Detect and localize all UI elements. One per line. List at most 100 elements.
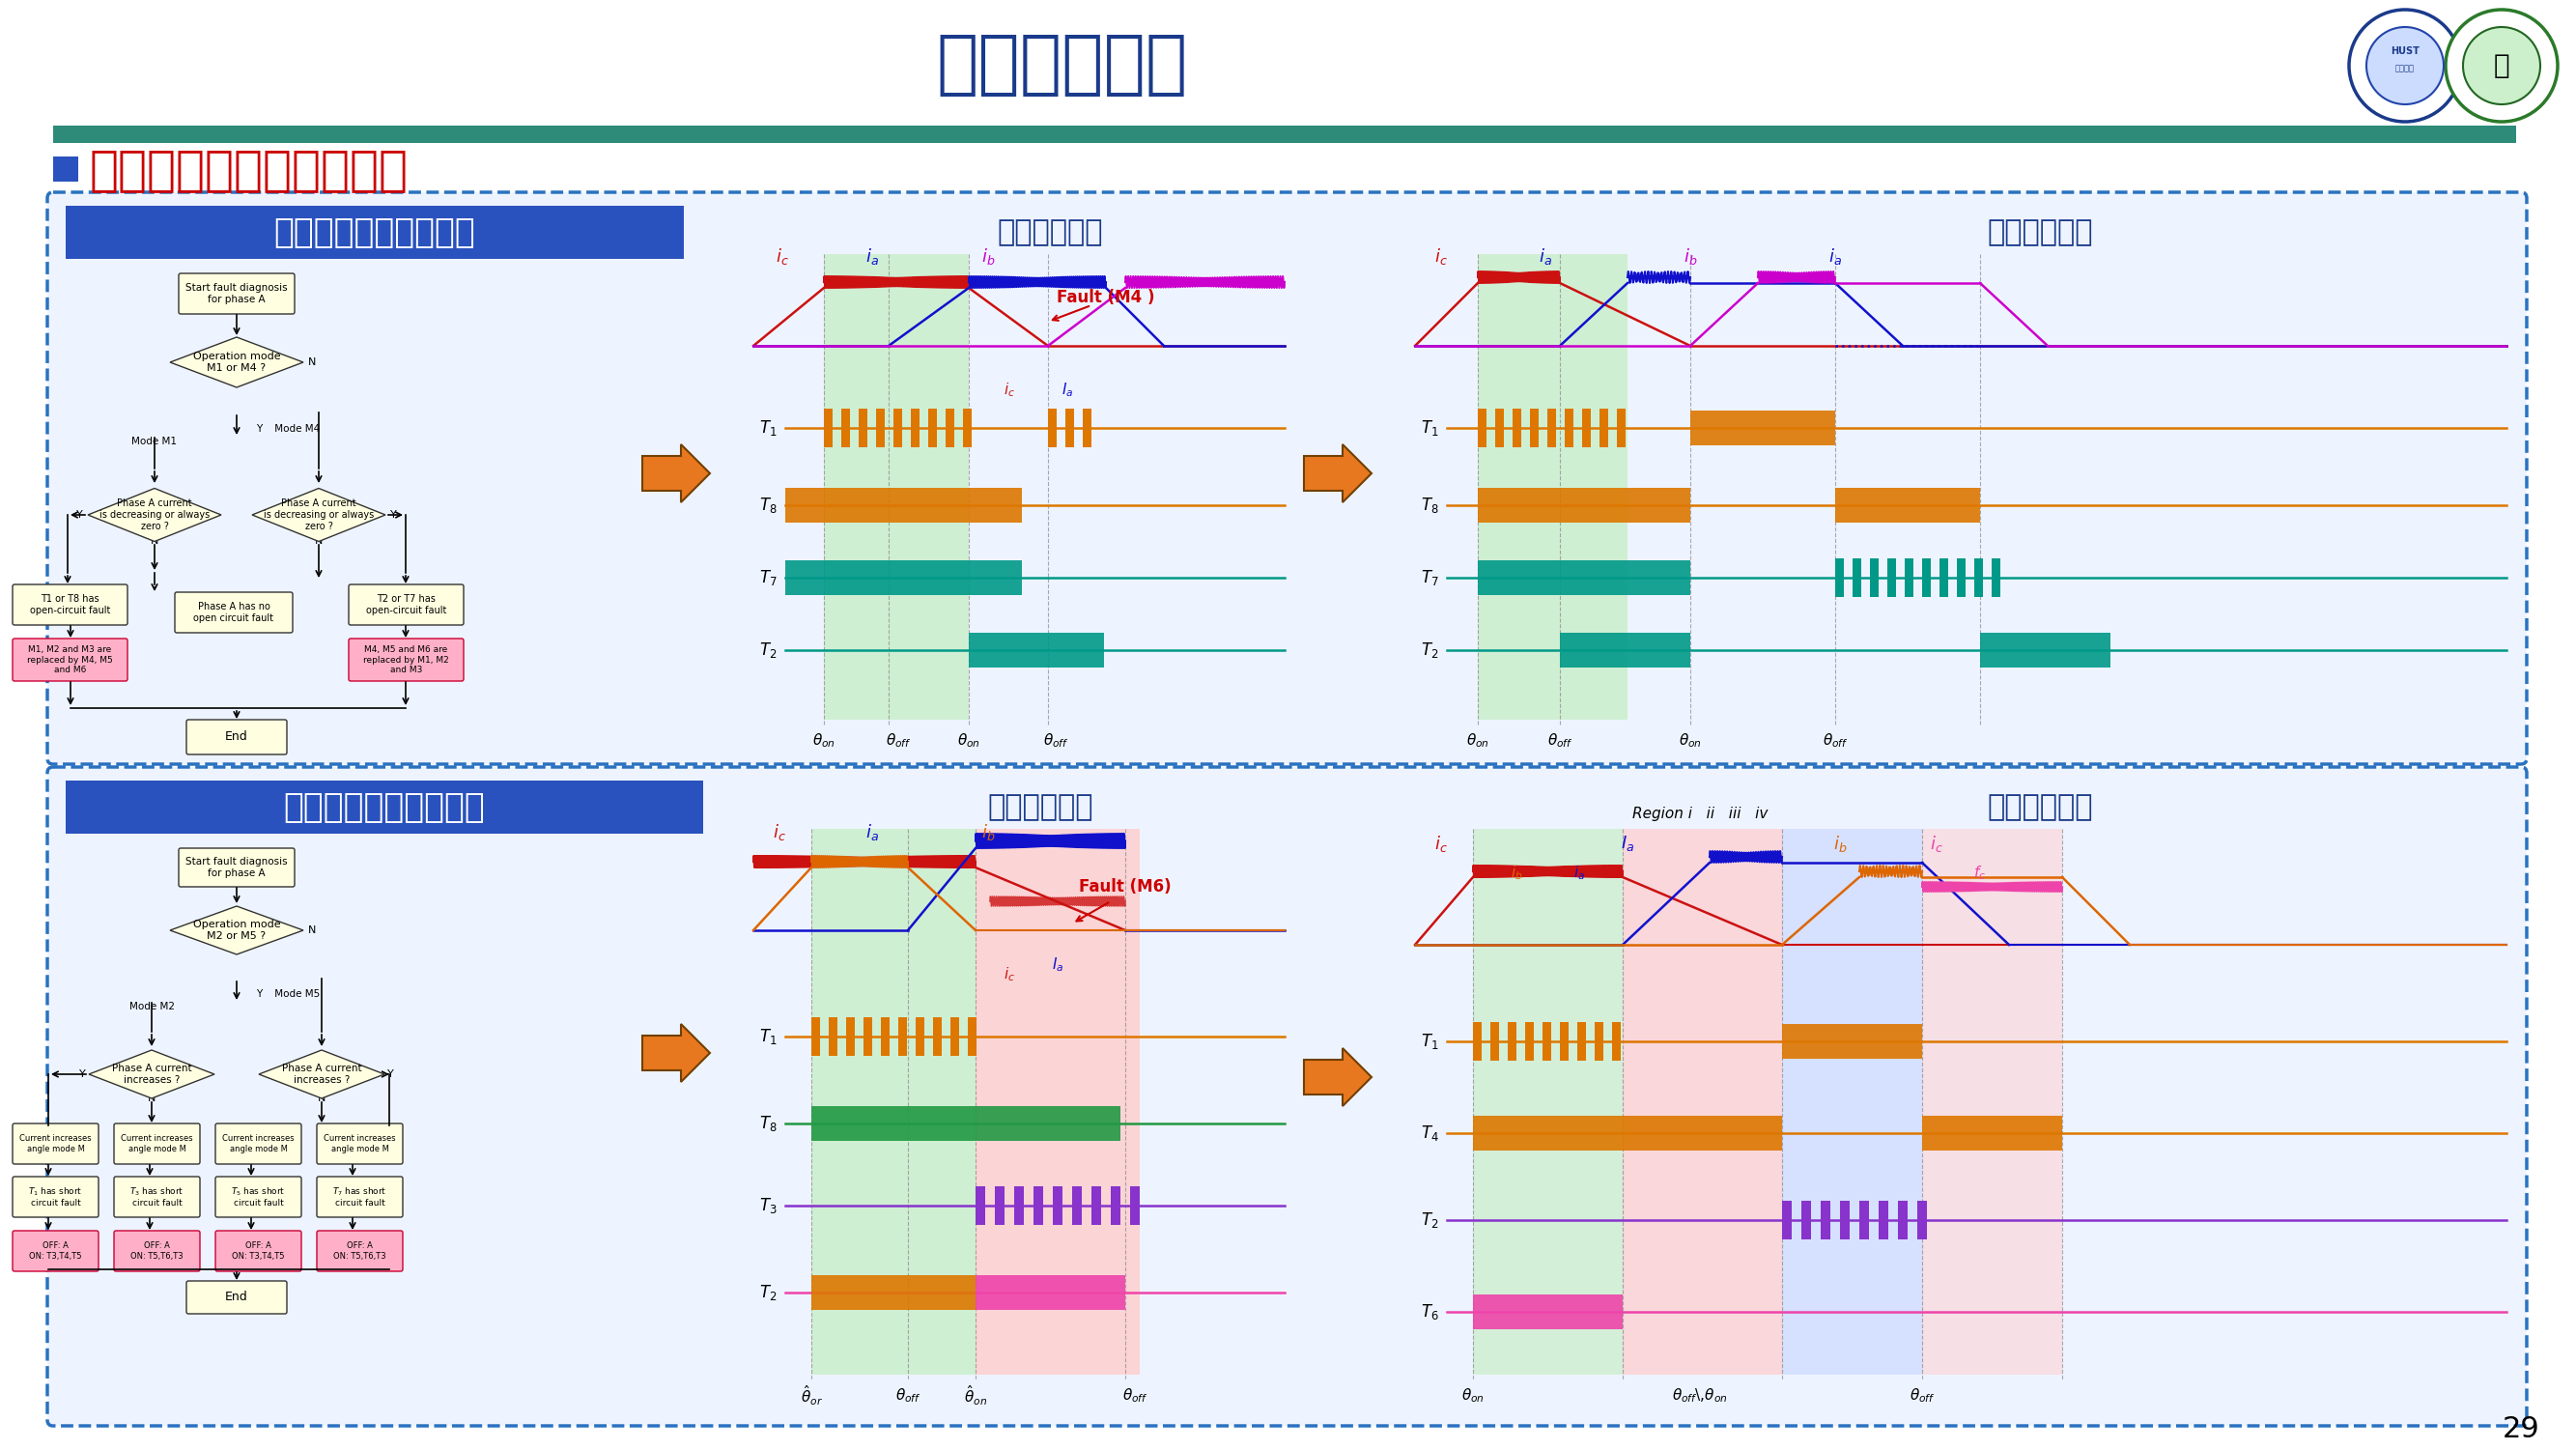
Text: 开路故障容错: 开路故障容错 [1989, 219, 2094, 247]
Text: $i_a$: $i_a$ [1538, 247, 1553, 267]
Bar [1092, 1186, 1100, 1225]
Bar [1525, 1022, 1533, 1061]
Text: OFF: A
ON: T5,T6,T3: OFF: A ON: T5,T6,T3 [131, 1241, 183, 1260]
FancyArrow shape [1303, 1048, 1370, 1106]
Bar [1582, 409, 1592, 447]
Bar [1473, 1022, 1481, 1061]
FancyBboxPatch shape [216, 1176, 301, 1217]
Text: $i_b$: $i_b$ [981, 247, 994, 267]
FancyBboxPatch shape [113, 1176, 201, 1217]
FancyBboxPatch shape [185, 1280, 286, 1314]
Text: OFF: A
ON: T3,T4,T5: OFF: A ON: T3,T4,T5 [28, 1241, 82, 1260]
Text: $T_6$: $T_6$ [1419, 1302, 1437, 1321]
Polygon shape [252, 489, 386, 541]
FancyArrow shape [641, 1024, 711, 1082]
Text: $T_4$: $T_4$ [1419, 1124, 1437, 1143]
Bar [863, 1018, 873, 1056]
Text: Y    Mode M4: Y Mode M4 [255, 423, 319, 434]
Text: Operation mode
M2 or M5 ?: Operation mode M2 or M5 ? [193, 919, 281, 941]
Bar [1922, 1115, 2063, 1150]
Text: Current increases
angle mode M: Current increases angle mode M [325, 1134, 397, 1153]
Bar [1899, 1201, 1909, 1240]
Bar [894, 409, 902, 447]
Bar [1783, 1024, 1922, 1058]
FancyBboxPatch shape [348, 584, 464, 625]
Text: Fault (M4 ): Fault (M4 ) [1056, 289, 1154, 306]
FancyArrow shape [641, 444, 711, 502]
Bar [1834, 558, 1844, 597]
Bar [1623, 829, 1783, 1375]
Text: Current increases
angle mode M: Current increases angle mode M [222, 1134, 294, 1153]
Bar [1131, 1186, 1139, 1225]
Text: 开路故障诊断: 开路故障诊断 [997, 219, 1103, 247]
Text: N: N [147, 1093, 155, 1103]
FancyBboxPatch shape [317, 1231, 402, 1272]
Bar [1834, 487, 1981, 522]
Text: $i_a$: $i_a$ [866, 822, 878, 842]
Text: $i_c$: $i_c$ [1005, 380, 1015, 399]
Text: Region i   ii   iii   iv: Region i ii iii iv [1633, 808, 1767, 822]
Text: T1 or T8 has
open-circuit fault: T1 or T8 has open-circuit fault [31, 594, 111, 615]
Bar [64, 206, 683, 260]
FancyBboxPatch shape [46, 193, 2527, 764]
Bar [1561, 1022, 1569, 1061]
Text: $I_a$: $I_a$ [1051, 956, 1064, 973]
Text: $T_7$ has short
circuit fault: $T_7$ has short circuit fault [332, 1186, 386, 1208]
Text: $\theta_{on}$: $\theta_{on}$ [1680, 732, 1703, 750]
Bar [811, 1106, 1121, 1141]
Polygon shape [170, 906, 304, 954]
Bar [876, 409, 884, 447]
Text: 短路故障诊断: 短路故障诊断 [987, 793, 1095, 822]
Bar [1888, 558, 1896, 597]
Text: $i_c$: $i_c$ [775, 247, 788, 267]
Text: $i_a$: $i_a$ [866, 247, 878, 267]
Bar [1082, 409, 1092, 447]
Bar [1015, 1186, 1023, 1225]
Text: N: N [309, 925, 317, 935]
Bar [1852, 558, 1862, 597]
FancyBboxPatch shape [178, 274, 294, 315]
Bar [1564, 409, 1574, 447]
Text: $T_2$: $T_2$ [760, 1283, 778, 1302]
FancyBboxPatch shape [317, 1124, 402, 1164]
Bar [1577, 1022, 1587, 1061]
Text: $T_2$: $T_2$ [760, 641, 778, 660]
Bar [1839, 1201, 1850, 1240]
Bar [858, 409, 868, 447]
Text: M1, M2 and M3 are
replaced by M4, M5
and M6: M1, M2 and M3 are replaced by M4, M5 and… [28, 645, 113, 674]
Text: Fault (M6): Fault (M6) [1079, 879, 1172, 896]
Text: $i_b$: $i_b$ [1682, 247, 1698, 267]
Bar [1048, 409, 1056, 447]
Bar [1548, 409, 1556, 447]
FancyBboxPatch shape [178, 848, 294, 887]
Bar [1904, 558, 1914, 597]
Bar [54, 157, 77, 181]
Bar [1783, 829, 1922, 1375]
Bar [1870, 558, 1878, 597]
Circle shape [2367, 28, 2445, 104]
Text: $\theta_{on}$: $\theta_{on}$ [958, 732, 981, 750]
Bar [969, 632, 1105, 667]
Bar [963, 409, 971, 447]
Bar [1600, 409, 1607, 447]
Text: $\theta_{on}$: $\theta_{on}$ [811, 732, 835, 750]
FancyArrow shape [1303, 444, 1370, 502]
Text: Phase A has no
open circuit fault: Phase A has no open circuit fault [193, 602, 273, 624]
Bar [1543, 1022, 1551, 1061]
Bar [1479, 409, 1486, 447]
Text: $\theta_{on}$: $\theta_{on}$ [1466, 732, 1489, 750]
FancyBboxPatch shape [113, 1124, 201, 1164]
FancyBboxPatch shape [317, 1176, 402, 1217]
Bar [881, 1018, 889, 1056]
Bar [994, 1186, 1005, 1225]
Text: $\hat{\theta}_{or}$: $\hat{\theta}_{or}$ [801, 1383, 822, 1408]
FancyBboxPatch shape [113, 1231, 201, 1272]
Bar [1922, 558, 1932, 597]
Bar [1595, 1022, 1602, 1061]
Text: $T_1$: $T_1$ [1419, 1032, 1437, 1051]
Text: $i_c$: $i_c$ [1929, 834, 1942, 854]
Bar [829, 1018, 837, 1056]
Text: Phase A current
increases ?: Phase A current increases ? [281, 1064, 361, 1085]
Bar [1981, 632, 2110, 667]
Bar [811, 829, 976, 1375]
